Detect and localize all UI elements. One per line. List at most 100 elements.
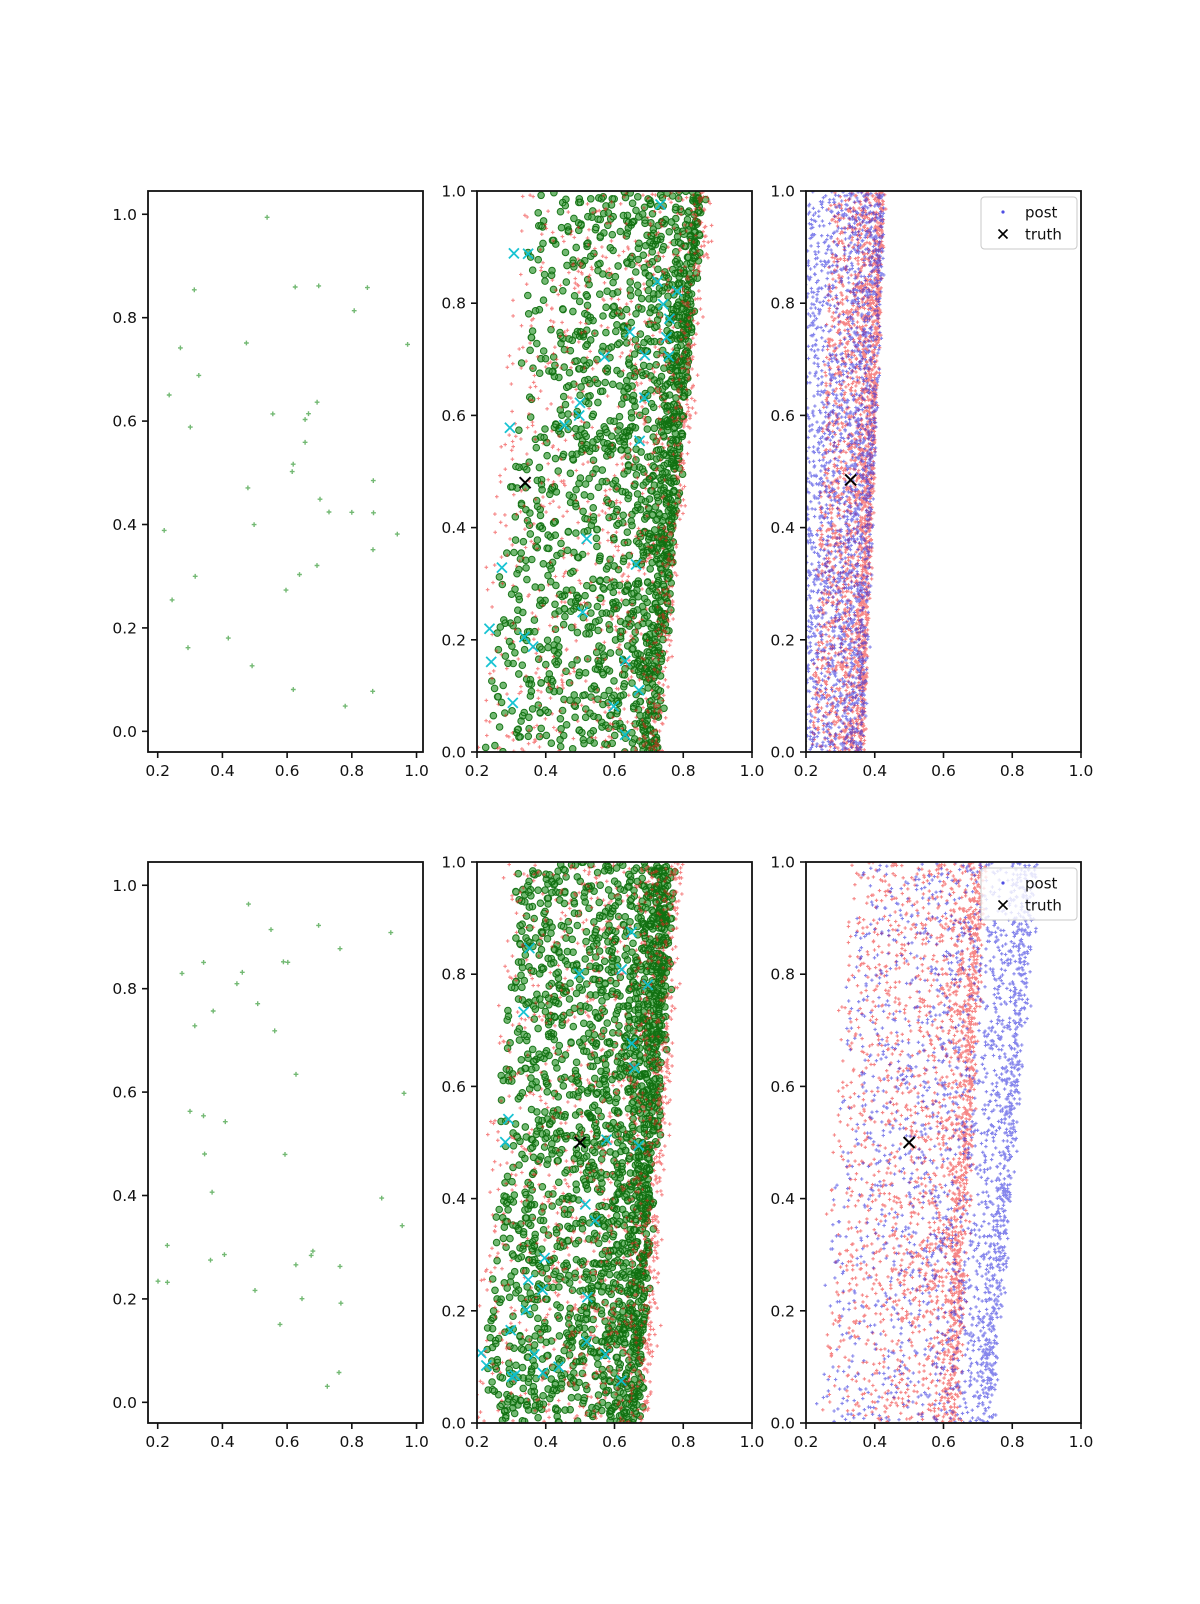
legend-item-truth: truth (997, 226, 1062, 244)
axis-ticks: 0.2 0.4 0.6 0.8 1.00.00.20.40.60.81.0 (441, 183, 764, 781)
x-tick-label: 1.0 (1069, 1433, 1094, 1451)
y-tick-label: 0.0 (770, 1415, 795, 1433)
y-tick-label: 1.0 (441, 183, 466, 201)
legend-item-post: post (1001, 204, 1058, 222)
legend-item-post: post (1001, 875, 1058, 893)
x-tick-label: 0.2 (465, 1433, 490, 1451)
blue-plus-post-points (815, 862, 1039, 1423)
x-tick-label: 0.8 (339, 762, 364, 780)
red-plus-post-points (477, 191, 714, 752)
y-tick-label: 0.2 (441, 1302, 466, 1320)
y-tick-label: 0.2 (112, 619, 137, 637)
y-tick-label: 0.2 (770, 631, 795, 649)
subplot-bottom-middle: 0.2 0.4 0.6 0.8 1.00.00.20.40.60.81.0 (441, 854, 764, 1452)
y-tick-label: 0.4 (441, 1190, 466, 1208)
blue-plus-post-points (806, 191, 886, 752)
y-tick-label: 0.8 (112, 309, 137, 327)
x-tick-label: 0.8 (671, 1433, 696, 1451)
truth-marker (573, 1136, 587, 1149)
axes-frame (147, 190, 424, 753)
y-tick-label: 0.0 (112, 1394, 137, 1412)
x-tick-label: 1.0 (404, 1433, 429, 1451)
x-tick-label: 0.8 (1000, 762, 1025, 780)
red-plus-post-points (477, 862, 685, 1423)
legend-label-truth: truth (1025, 897, 1062, 915)
axes-frame (476, 190, 753, 753)
axes-frame (805, 861, 1082, 1424)
plot-area (806, 191, 888, 752)
y-tick-label: 1.0 (112, 877, 137, 895)
y-tick-label: 0.0 (441, 1415, 466, 1433)
legend-post-marker (1001, 881, 1005, 885)
y-tick-label: 0.0 (441, 744, 466, 762)
x-tick-label: 0.4 (862, 762, 887, 780)
x-tick-label: 0.6 (275, 1433, 300, 1451)
green-plus-samples-points (161, 214, 410, 709)
x-tick-label: 0.4 (862, 1433, 887, 1451)
x-tick-label: 0.6 (931, 762, 956, 780)
x-tick-label: 1.0 (740, 1433, 765, 1451)
plot-area (161, 214, 410, 709)
y-tick-label: 0.4 (441, 519, 466, 537)
legend: post truth (980, 867, 1078, 921)
x-tick-label: 1.0 (740, 762, 765, 780)
x-tick-label: 1.0 (1069, 762, 1094, 780)
x-tick-label: 0.2 (465, 762, 490, 780)
x-tick-label: 0.6 (602, 762, 627, 780)
y-tick-label: 1.0 (112, 206, 137, 224)
y-tick-label: 0.4 (112, 516, 137, 534)
legend: post truth (980, 196, 1078, 250)
x-tick-label: 0.2 (794, 762, 819, 780)
axes-frame (147, 861, 424, 1424)
y-tick-label: 0.2 (770, 1302, 795, 1320)
red-plus-post-points (821, 862, 988, 1423)
x-tick-label: 1.0 (404, 762, 429, 780)
y-tick-label: 0.8 (441, 966, 466, 984)
x-tick-label: 0.8 (671, 762, 696, 780)
legend-post-marker (1001, 210, 1005, 214)
plot-area (815, 862, 1039, 1423)
green-plus-samples-points (155, 901, 407, 1389)
y-tick-label: 0.0 (770, 744, 795, 762)
axis-ticks: 0.2 0.4 0.6 0.8 1.00.00.20.40.60.81.0 (770, 183, 1093, 781)
cyan-x-markers-points (477, 926, 654, 1387)
x-tick-label: 0.4 (210, 1433, 235, 1451)
legend-truth-marker (997, 228, 1009, 240)
y-tick-label: 0.6 (112, 413, 137, 431)
y-tick-label: 0.6 (441, 407, 466, 425)
x-tick-label: 0.2 (145, 1433, 170, 1451)
y-tick-label: 0.6 (770, 1078, 795, 1096)
y-tick-label: 0.8 (770, 295, 795, 313)
y-tick-label: 0.0 (112, 723, 137, 741)
subplot-top-right: 0.2 0.4 0.6 0.8 1.00.00.20.40.60.81.0posttru… (770, 183, 1093, 781)
y-tick-label: 0.6 (441, 1078, 466, 1096)
y-tick-label: 0.4 (770, 519, 795, 537)
y-tick-label: 0.2 (441, 631, 466, 649)
axis-ticks: 0.2 0.4 0.6 0.8 1.00.00.20.40.60.81.0 (770, 854, 1093, 1452)
y-tick-label: 0.4 (770, 1190, 795, 1208)
y-tick-label: 0.8 (770, 966, 795, 984)
x-tick-label: 0.4 (533, 762, 558, 780)
legend-label-truth: truth (1025, 226, 1062, 244)
x-tick-label: 0.4 (533, 1433, 558, 1451)
axes-frame (805, 190, 1082, 753)
subplot-bottom-left: 0.2 0.4 0.6 0.8 1.0 0.0 0.2 0.4 0.6 0.8 1.0 (112, 861, 429, 1451)
y-tick-label: 0.4 (112, 1187, 137, 1205)
y-tick-label: 1.0 (441, 854, 466, 872)
y-tick-label: 0.6 (112, 1084, 137, 1102)
plot-area (155, 901, 407, 1389)
axes-frame (476, 861, 753, 1424)
plot-area (477, 191, 714, 752)
y-tick-label: 1.0 (770, 854, 795, 872)
y-tick-label: 0.8 (441, 295, 466, 313)
axis-ticks: 0.2 0.4 0.6 0.8 1.00.00.20.40.60.81.0 (112, 877, 429, 1451)
subplot-top-middle: 0.2 0.4 0.6 0.8 1.00.00.20.40.60.81.0 (441, 183, 764, 781)
x-tick-label: 0.4 (210, 762, 235, 780)
x-tick-label: 0.2 (145, 762, 170, 780)
y-tick-label: 0.6 (770, 407, 795, 425)
x-tick-label: 0.6 (931, 1433, 956, 1451)
legend-item-truth: truth (997, 897, 1062, 915)
cyan-x-markers-points (483, 198, 683, 741)
